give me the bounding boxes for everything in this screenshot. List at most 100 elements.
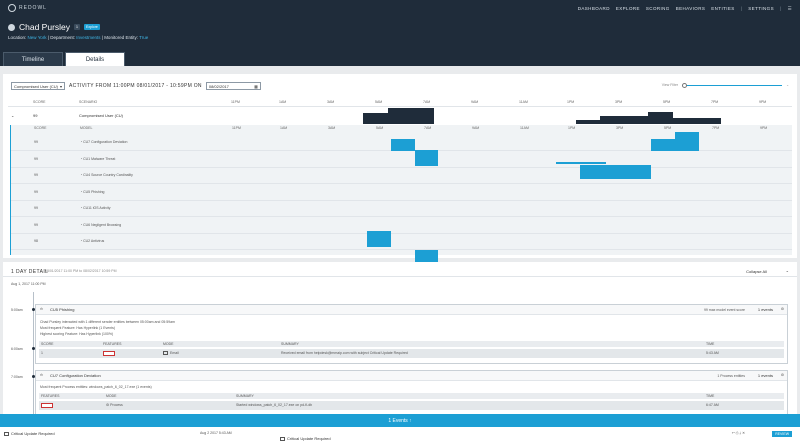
activity-bar[interactable] <box>673 118 721 124</box>
nav-settings[interactable]: SETTINGS <box>748 6 774 11</box>
event-block[interactable] <box>367 231 391 247</box>
collapse-chevron-icon[interactable]: ⌄ <box>11 113 15 118</box>
divider <box>11 199 792 201</box>
event-block[interactable] <box>415 250 438 264</box>
tab-bar: Timeline Details <box>3 52 125 66</box>
card-entities: 1 Process entities <box>717 374 745 378</box>
row-summary: Started windows_patch_6_02_17.exe on pd-… <box>236 403 313 407</box>
divider <box>11 249 792 250</box>
view-filter-slider[interactable] <box>682 82 783 88</box>
timeline-dot <box>32 308 35 311</box>
card-line: Most frequent Process entities: windows_… <box>40 385 152 389</box>
col-time: TIME <box>706 394 715 398</box>
card-events[interactable]: 1 events <box>757 307 773 312</box>
calendar-icon: ▦ <box>254 83 258 89</box>
preview-left-title[interactable]: Critical Update Required <box>4 431 55 436</box>
model-name[interactable]: ◔ CU5 Phishing <box>80 190 105 194</box>
row-mode-label: Process <box>110 403 123 407</box>
review-button[interactable]: REVIEW <box>772 431 792 437</box>
process-icon: ⚙ <box>106 403 111 407</box>
nav-behaviors[interactable]: BEHAVIORS <box>675 6 706 11</box>
event-block[interactable] <box>415 150 438 166</box>
time-tick: 5PM <box>663 100 671 104</box>
model-score: 99 <box>34 173 38 177</box>
collapse-icon[interactable]: ⊖ <box>40 373 43 377</box>
time-tick: 11PM <box>232 126 241 130</box>
activity-bar[interactable] <box>388 108 434 124</box>
view-filter-label: View Filter <box>661 83 679 87</box>
card-title: CU5 Phishing <box>50 307 75 312</box>
user-header: Chad Pursley 1 Explore <box>8 22 100 32</box>
model-name[interactable]: ◔ CU6 Negligent Browsing <box>80 223 121 227</box>
time-tick: 9AM <box>471 100 479 104</box>
date-input[interactable]: 08/02/2017 ▦ <box>205 82 261 90</box>
monitored-value: True <box>139 35 149 40</box>
email-icon <box>4 431 9 436</box>
row-time: 6:47 AM <box>706 403 719 407</box>
nav-dashboard[interactable]: DASHBOARD <box>577 6 610 11</box>
activity-bar[interactable] <box>363 113 388 124</box>
model-name[interactable]: ◔ CU2 Antivirus <box>80 239 104 243</box>
event-block[interactable] <box>675 132 699 139</box>
nav-scoring[interactable]: SCORING <box>645 6 670 11</box>
print-icon[interactable]: ⎙ <box>735 431 739 435</box>
time-tick: 9AM <box>472 126 480 130</box>
event-card-cu7: ⊖ CU7 Configuration Deviation 1 Process … <box>35 370 788 418</box>
time-label: 5:00am <box>11 308 23 312</box>
explore-badge[interactable]: Explore <box>83 24 100 30</box>
date-value: 08/02/2017 <box>208 83 229 89</box>
activity-bar[interactable] <box>648 112 673 124</box>
close-icon[interactable]: ✕ <box>742 431 745 435</box>
table-header <box>39 341 784 347</box>
card-events[interactable]: 1 events <box>757 373 773 378</box>
divider <box>11 166 792 168</box>
scenario-select-value: Compromised User (CU) <box>14 83 59 89</box>
time-label: 6:00am <box>11 347 23 351</box>
day-detail-panel: 1 DAY DETAIL 08/01/2017 11:00 PM to 08/0… <box>3 262 797 420</box>
hamburger-icon[interactable]: ☰ <box>787 6 792 11</box>
model-name[interactable]: ◔ CU7 Configuration Deviation <box>80 140 127 144</box>
activity-bar[interactable] <box>576 120 600 124</box>
time-tick: 11AM <box>520 126 529 130</box>
time-tick: 3AM <box>327 100 335 104</box>
gear-icon[interactable]: ⚙ <box>780 373 784 377</box>
main-nav: DASHBOARD EXPLORE SCORING BEHAVIORS ENTI… <box>578 6 792 12</box>
chevron-down-icon[interactable]: ⌄ <box>785 268 789 273</box>
department-value[interactable]: Investments <box>76 35 101 40</box>
location-label: Location: <box>8 35 27 40</box>
reply-icon[interactable]: ↩ <box>731 431 735 435</box>
table-row[interactable] <box>39 401 784 410</box>
nav-explore[interactable]: EXPLORE <box>615 6 640 11</box>
model-name[interactable]: ◔ CU1 Malware Threat <box>80 157 115 161</box>
event-block[interactable] <box>651 139 699 151</box>
view-filter: View Filter ⌄ <box>661 82 789 88</box>
tab-timeline[interactable]: Timeline <box>3 52 63 66</box>
collapse-icon[interactable]: ⊖ <box>40 307 43 311</box>
activity-bar[interactable] <box>600 116 648 124</box>
collapse-all-button[interactable]: Collapse All <box>746 269 767 274</box>
gear-icon[interactable]: ⚙ <box>780 307 784 311</box>
app-logo[interactable]: REDOWL <box>8 4 47 12</box>
table-row[interactable] <box>39 349 784 358</box>
scenario-name[interactable]: Compromised User (CU) <box>79 113 124 118</box>
email-icon <box>280 436 285 441</box>
day-detail-range: 08/01/2017 11:00 PM to 08/02/2017 10:59 … <box>45 269 117 273</box>
scenario-select[interactable]: Compromised User (CU) ▾ <box>11 82 66 90</box>
chevron-down-icon[interactable]: ⌄ <box>786 83 789 87</box>
model-name[interactable]: ◔ CU11 iOS Activity <box>80 206 110 210</box>
timeline-dot <box>32 347 35 350</box>
col-summary: SUMMARY <box>236 394 254 398</box>
model-name[interactable]: ◔ CU4 Source Country Cardinality <box>80 173 133 177</box>
event-block[interactable] <box>580 165 651 179</box>
row-mode: Email <box>163 351 179 356</box>
email-icon <box>163 351 168 356</box>
nav-entities[interactable]: ENTITIES <box>711 6 735 11</box>
events-bar[interactable]: 1 Events ↑ <box>0 414 800 427</box>
location-value[interactable]: New York <box>27 35 47 40</box>
col-time: TIME <box>706 342 715 346</box>
event-block[interactable] <box>391 139 415 151</box>
slider-knob[interactable] <box>682 82 688 88</box>
tab-details[interactable]: Details <box>65 52 125 66</box>
download-icon[interactable]: ⤓ <box>739 431 742 435</box>
event-block[interactable] <box>556 162 606 164</box>
